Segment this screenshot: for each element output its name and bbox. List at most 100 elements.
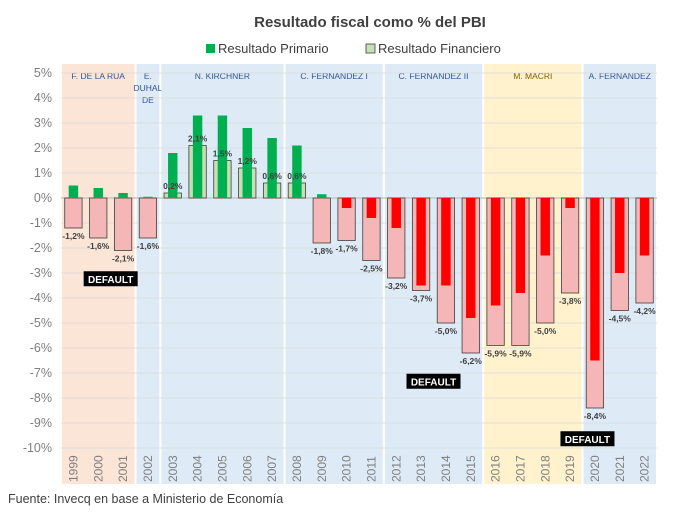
era-label: C. FERNANDEZ II: [399, 71, 469, 81]
bar-primario: [366, 198, 377, 218]
x-tick-label: 1999: [66, 455, 80, 482]
annotations: DEFAULT DEFAULT DEFAULT: [83, 271, 615, 447]
y-tick-label: 5%: [34, 66, 52, 80]
bar-primario: [490, 198, 501, 306]
x-tick-label: 2019: [563, 455, 577, 482]
data-label: -1,6%: [87, 241, 110, 251]
bar-primario: [416, 198, 426, 286]
data-label: -3,7%: [410, 294, 433, 304]
era-label: E.: [144, 71, 152, 81]
data-label: 0,6%: [287, 171, 307, 181]
default-annotation: DEFAULT: [406, 373, 461, 389]
legend-swatch-primario: [206, 44, 215, 53]
data-label: -5,9%: [509, 349, 532, 359]
default-box: [406, 373, 461, 389]
bar-financiero: [89, 197, 108, 239]
y-tick-label: 0%: [34, 191, 52, 205]
x-tick-label: 2014: [439, 455, 453, 482]
x-tick-label: 2022: [638, 455, 652, 482]
data-label: -5,0%: [534, 326, 557, 336]
data-label: 2,1%: [188, 134, 208, 144]
default-label: DEFAULT: [88, 275, 133, 286]
era-label: N. KIRCHNER: [195, 71, 250, 81]
x-tick-label: 2005: [215, 455, 229, 482]
bar-primario: [217, 115, 228, 198]
bar-primario: [292, 145, 302, 198]
x-tick-label: 2002: [141, 455, 155, 482]
y-tick-label: -5%: [30, 316, 52, 330]
bar-primario: [515, 198, 526, 293]
x-tick-label: 2012: [389, 455, 403, 482]
x-tick-label: 2013: [414, 455, 428, 482]
y-tick-label: 2%: [34, 141, 52, 155]
bar-primario: [192, 115, 203, 198]
x-tick-label: 2004: [191, 455, 205, 482]
data-label: -1,6%: [137, 241, 160, 251]
era-label: A. FERNANDEZ: [589, 71, 651, 81]
axis-ticks: 5% 4% 3% 2% 1% 0% -1% -2% -3% -4% -5% -6% -7% -8% -9% -…: [23, 66, 652, 482]
default-annotation: DEFAULT: [83, 271, 138, 287]
bar-financiero: [64, 197, 83, 229]
bar-primario: [168, 153, 178, 198]
x-tick-label: 2016: [489, 455, 503, 482]
data-label: -4,2%: [633, 306, 656, 316]
x-tick-label: 2009: [315, 455, 329, 482]
bar-primario: [118, 193, 128, 198]
data-label: -4,5%: [609, 314, 632, 324]
era-band: [136, 64, 160, 484]
bar-primario: [590, 198, 600, 361]
x-tick-label: 2003: [166, 455, 180, 482]
y-tick-label: -8%: [30, 391, 52, 405]
x-tick-label: 2000: [91, 455, 105, 482]
bar-primario: [540, 198, 550, 256]
y-tick-label: 3%: [34, 116, 52, 130]
y-tick-label: -3%: [30, 266, 52, 280]
x-tick-label: 2007: [265, 455, 279, 482]
x-tick-label: 2015: [464, 455, 478, 482]
data-label: -2,1%: [112, 254, 135, 264]
bar-primario: [615, 198, 625, 273]
default-box: [560, 431, 615, 447]
y-tick-label: -6%: [30, 341, 52, 355]
legend-swatch-financiero: [365, 43, 376, 54]
bar-primario: [565, 198, 575, 208]
bar-primario: [267, 138, 277, 198]
default-label: DEFAULT: [411, 377, 456, 388]
data-label: 1,5%: [213, 149, 233, 159]
data-label: -3,8%: [559, 296, 582, 306]
chart-title: Resultado fiscal como % del PBI: [254, 14, 486, 31]
bar-financiero: [138, 197, 158, 239]
era-label: M. MACRI: [513, 71, 552, 81]
data-label: -1,7%: [335, 244, 358, 254]
y-tick-label: 4%: [34, 91, 52, 105]
source-note: Fuente: Invecq en base a Ministerio de E…: [8, 492, 283, 506]
data-label: 0,2%: [163, 181, 183, 191]
y-tick-label: -4%: [30, 291, 52, 305]
data-label: 1,2%: [238, 156, 258, 166]
y-tick-label: -7%: [30, 366, 52, 380]
bar-primario: [341, 198, 352, 208]
x-tick-label: 2006: [240, 455, 254, 482]
data-label: 0,6%: [262, 171, 282, 181]
era-band: [285, 64, 383, 484]
bar-primario: [639, 198, 650, 256]
bar-primario: [317, 194, 327, 198]
grid: [61, 72, 657, 449]
era-label: C. FERNANDEZ I: [300, 71, 368, 81]
data-labels: -1,2%-1,6%-2,1%-1,6%0,2%2,1%1,5%1,2%0,6%…: [62, 134, 656, 422]
x-tick-label: 2001: [116, 455, 130, 482]
y-tick-label: -10%: [23, 441, 52, 455]
bar-primario: [143, 196, 153, 198]
x-tick-label: 2017: [513, 455, 527, 482]
data-label: -5,9%: [484, 349, 507, 359]
bar-financiero: [113, 197, 133, 251]
legend: Resultado Primario Resultado Financiero: [206, 41, 501, 56]
y-tick-label: 1%: [34, 166, 52, 180]
default-label: DEFAULT: [565, 435, 610, 446]
x-tick-label: 2010: [340, 455, 354, 482]
bar-financiero: [560, 197, 580, 294]
default-annotation: DEFAULT: [560, 431, 615, 447]
x-tick-label: 2011: [364, 456, 378, 482]
x-tick-label: 2008: [290, 455, 304, 482]
